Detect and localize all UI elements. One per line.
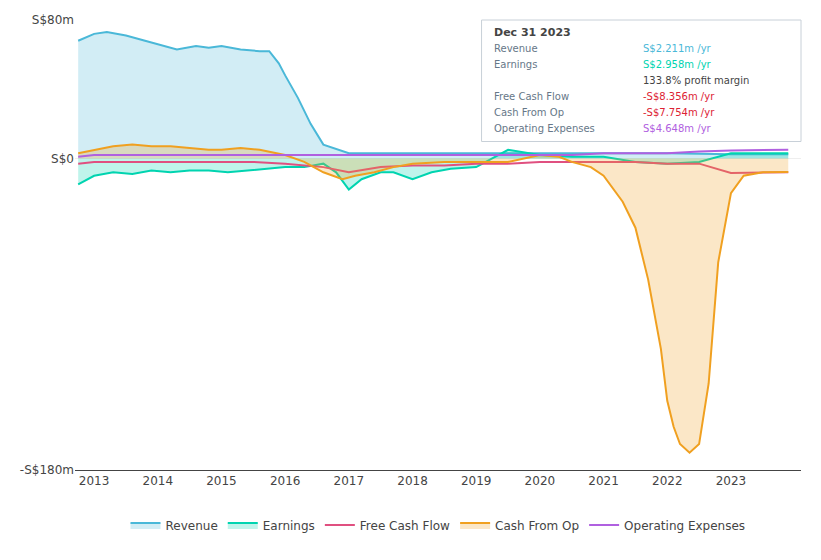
svg-text:S$2.958m /yr: S$2.958m /yr: [643, 59, 712, 70]
svg-text:-S$7.754m /yr: -S$7.754m /yr: [643, 107, 715, 118]
svg-text:2016: 2016: [270, 474, 301, 488]
svg-text:2014: 2014: [143, 474, 174, 488]
svg-text:-S$8.356m /yr: -S$8.356m /yr: [643, 91, 715, 102]
svg-text:Operating Expenses: Operating Expenses: [624, 519, 745, 533]
svg-text:S$80m: S$80m: [32, 13, 74, 27]
svg-text:S$4.648m /yr: S$4.648m /yr: [643, 123, 712, 134]
svg-text:2022: 2022: [652, 474, 683, 488]
svg-text:2020: 2020: [525, 474, 556, 488]
svg-text:2017: 2017: [334, 474, 365, 488]
svg-text:Revenue: Revenue: [166, 519, 218, 533]
svg-text:Dec 31 2023: Dec 31 2023: [494, 26, 571, 39]
svg-text:Operating Expenses: Operating Expenses: [494, 123, 595, 134]
svg-text:2015: 2015: [206, 474, 237, 488]
svg-text:Cash From Op: Cash From Op: [495, 519, 579, 533]
svg-text:Free Cash Flow: Free Cash Flow: [360, 519, 450, 533]
svg-text:2018: 2018: [397, 474, 428, 488]
svg-text:2019: 2019: [461, 474, 492, 488]
svg-text:Cash From Op: Cash From Op: [494, 107, 564, 118]
svg-text:S$2.211m /yr: S$2.211m /yr: [643, 43, 712, 54]
svg-text:Revenue: Revenue: [494, 43, 538, 54]
svg-text:2023: 2023: [716, 474, 747, 488]
svg-text:Free Cash Flow: Free Cash Flow: [494, 91, 569, 102]
svg-text:Earnings: Earnings: [494, 59, 537, 70]
svg-text:Earnings: Earnings: [263, 519, 315, 533]
svg-text:2021: 2021: [588, 474, 619, 488]
svg-text:S$0: S$0: [51, 152, 74, 166]
svg-text:-S$180m: -S$180m: [20, 463, 74, 477]
svg-text:2013: 2013: [79, 474, 110, 488]
svg-text:133.8% profit margin: 133.8% profit margin: [643, 75, 749, 86]
